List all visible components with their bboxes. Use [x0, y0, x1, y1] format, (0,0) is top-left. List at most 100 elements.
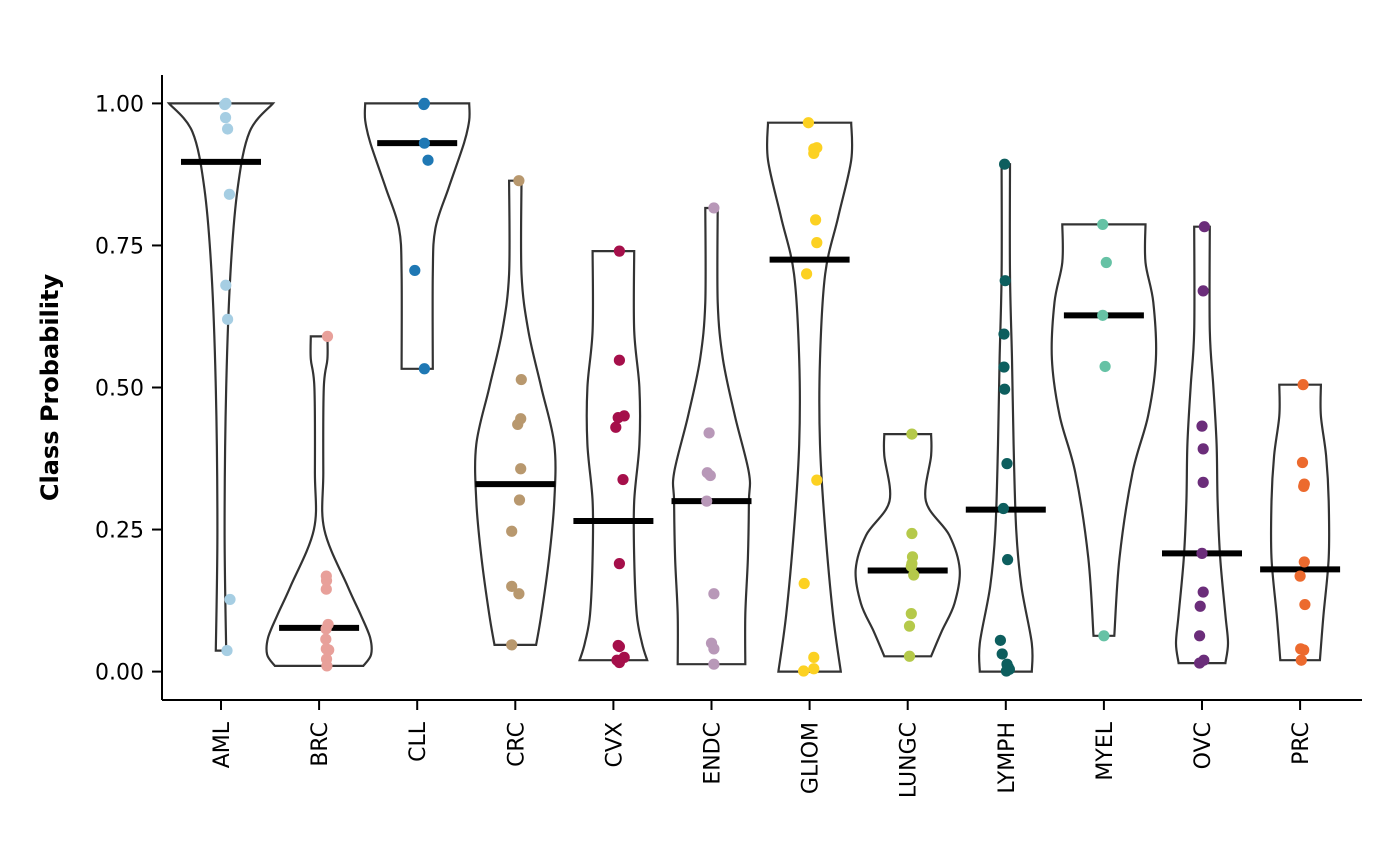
data-point-cvx: [617, 473, 629, 486]
data-point-aml: [219, 112, 232, 124]
data-point-lungc: [903, 650, 916, 662]
x-tick-label: LUNGC: [897, 722, 922, 798]
y-tick-label: 0.00: [95, 661, 144, 686]
data-point-lymph: [1001, 458, 1013, 470]
data-point-prc: [1297, 379, 1309, 391]
data-point-aml: [219, 98, 231, 111]
data-point-lymph: [996, 648, 1008, 660]
data-point-cvx: [613, 640, 626, 653]
data-point-cvx: [613, 245, 626, 257]
violin-lungc: [854, 433, 961, 658]
data-point-cll: [418, 137, 430, 149]
data-point-aml: [222, 313, 234, 325]
data-point-cvx: [613, 558, 626, 570]
axes: [161, 75, 1362, 701]
data-point-endc: [703, 427, 715, 439]
x-tick-label: ENDC: [701, 722, 726, 785]
violin-myel: [1050, 223, 1158, 637]
data-point-gliom: [802, 117, 815, 129]
data-point-lungc: [905, 560, 917, 573]
data-point-lungc: [905, 608, 917, 620]
x-tick-label: CVX: [602, 722, 627, 767]
median-layer: [181, 140, 1341, 631]
y-tick-label: 0.75: [95, 234, 144, 259]
data-point-prc: [1296, 456, 1309, 469]
data-point-lymph: [1000, 665, 1013, 677]
data-point-crc: [506, 525, 518, 537]
data-point-ovc: [1197, 285, 1209, 297]
data-point-lungc: [906, 428, 918, 440]
x-ticks: AML BRC CLL CRC CVX ENDC GLIOM LUNGC LYMPH MYEL OV…: [210, 700, 1314, 798]
data-point-crc: [515, 373, 527, 386]
data-point-myel: [1098, 630, 1110, 642]
data-point-brc: [320, 633, 332, 645]
data-point-lymph: [1002, 554, 1014, 566]
data-point-ovc: [1197, 586, 1209, 598]
data-point-cvx: [610, 421, 622, 433]
x-tick-label: LYMPH: [995, 722, 1020, 794]
data-point-ovc: [1194, 657, 1206, 669]
data-point-crc: [513, 494, 526, 506]
data-point-prc: [1298, 556, 1310, 568]
data-point-ovc: [1197, 443, 1209, 455]
data-point-gliom: [810, 214, 822, 226]
data-point-lymph: [999, 383, 1011, 395]
data-point-aml: [224, 593, 236, 606]
point-layer: [219, 97, 1311, 677]
data-point-cvx: [612, 412, 624, 424]
data-point-ovc: [1198, 221, 1210, 233]
data-point-gliom: [811, 237, 823, 249]
data-point-endc: [708, 202, 720, 214]
data-point-cvx: [613, 354, 626, 366]
data-point-aml: [220, 279, 232, 291]
data-point-myel: [1100, 256, 1112, 269]
data-point-crc: [512, 418, 524, 431]
data-point-myel: [1097, 309, 1109, 321]
data-point-brc: [320, 575, 333, 587]
violin-brc: [265, 335, 373, 667]
x-tick-label: BRC: [308, 722, 333, 767]
violin-aml: [166, 102, 276, 652]
data-point-gliom: [808, 147, 820, 160]
data-point-lymph: [999, 158, 1011, 170]
data-point-brc: [320, 583, 332, 595]
data-point-endc: [708, 588, 720, 600]
data-point-crc: [506, 580, 518, 592]
data-point-cll: [418, 363, 430, 375]
violin-layer: [166, 102, 1331, 673]
data-point-cll: [422, 154, 434, 166]
violin-crc: [473, 179, 557, 646]
data-point-lungc: [906, 527, 918, 540]
data-point-ovc: [1196, 547, 1208, 560]
x-tick-label: AML: [210, 721, 235, 768]
data-point-gliom: [798, 577, 810, 590]
data-point-gliom: [808, 663, 820, 675]
data-point-gliom: [801, 268, 813, 280]
data-point-prc: [1299, 598, 1311, 611]
data-point-aml: [222, 123, 234, 135]
x-tick-label: MYEL: [1093, 721, 1118, 780]
violin-ovc: [1174, 225, 1230, 665]
x-tick-label: CLL: [406, 721, 431, 762]
data-point-ovc: [1196, 420, 1208, 432]
data-point-cll: [409, 264, 421, 277]
data-point-endc: [708, 643, 720, 655]
data-point-ovc: [1194, 630, 1206, 642]
data-point-crc: [515, 463, 527, 475]
data-point-prc: [1295, 654, 1307, 666]
violin-prc: [1269, 383, 1331, 662]
data-point-endc: [708, 658, 720, 670]
y-tick-label: 0.25: [95, 519, 144, 544]
x-tick-label: CRC: [504, 722, 529, 767]
violin-cll: [363, 102, 471, 370]
data-point-brc: [321, 660, 333, 672]
data-point-gliom: [798, 665, 810, 677]
data-point-prc: [1298, 480, 1310, 492]
y-axis-title: Class Probability: [36, 274, 64, 502]
violin-cvx: [578, 250, 649, 662]
data-point-lymph: [994, 634, 1007, 646]
data-point-aml: [223, 188, 235, 200]
data-point-brc: [320, 623, 332, 635]
data-point-ovc: [1194, 600, 1206, 612]
data-point-cll: [418, 98, 430, 111]
